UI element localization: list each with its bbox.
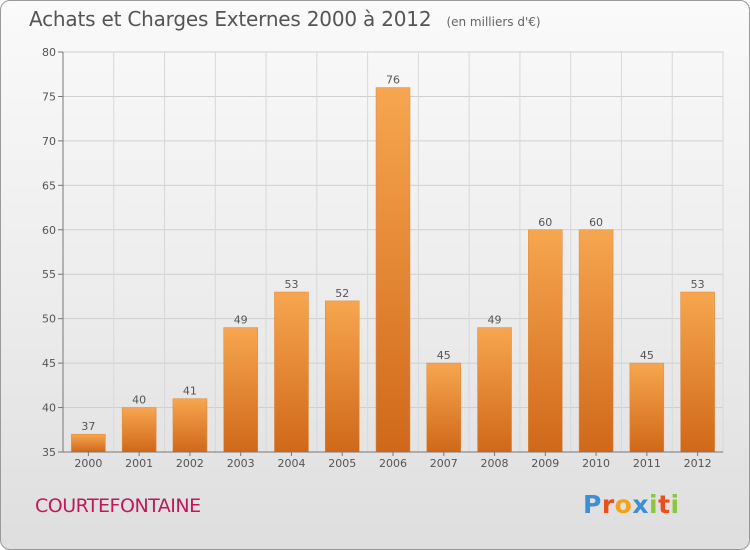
bar-2006[interactable] xyxy=(375,87,411,453)
y-tick-label: 60 xyxy=(42,224,56,237)
x-tick-label-2004: 2004 xyxy=(277,457,305,470)
bar-2001[interactable] xyxy=(121,407,157,453)
y-tick-label: 55 xyxy=(42,268,56,281)
logo-letter: P xyxy=(583,490,602,519)
value-label-2008: 49 xyxy=(488,314,502,327)
logo-letter: i xyxy=(649,490,659,519)
bar-2010[interactable] xyxy=(578,229,614,453)
x-tick-label-2011: 2011 xyxy=(633,457,661,470)
y-tick-label: 80 xyxy=(42,46,56,59)
logo-letter: t xyxy=(658,490,671,519)
title-unit: (en milliers d'€) xyxy=(446,15,541,29)
y-tick-label: 35 xyxy=(42,446,56,459)
bar-2007[interactable] xyxy=(426,362,462,453)
x-tick-label-2012: 2012 xyxy=(684,457,712,470)
x-tick-label-2000: 2000 xyxy=(74,457,102,470)
x-tick-label-2005: 2005 xyxy=(328,457,356,470)
commune-name: COURTEFONTAINE xyxy=(35,495,201,517)
bar-2000[interactable] xyxy=(71,433,106,453)
bar-2012[interactable] xyxy=(680,291,715,453)
value-label-2009: 60 xyxy=(538,216,552,229)
axes xyxy=(58,51,723,456)
value-label-2001: 40 xyxy=(132,394,146,407)
value-label-2006: 76 xyxy=(386,74,400,87)
bar-2009[interactable] xyxy=(528,229,563,453)
y-tick-label: 65 xyxy=(42,179,56,192)
value-label-2012: 53 xyxy=(691,278,705,291)
x-tick-label-2006: 2006 xyxy=(379,457,407,470)
x-tick-label-2007: 2007 xyxy=(430,457,458,470)
y-tick-label: 50 xyxy=(42,313,56,326)
value-label-2000: 37 xyxy=(81,420,95,433)
bar-2004[interactable] xyxy=(274,291,309,453)
bar-2005[interactable] xyxy=(324,300,360,453)
logo-letter: r xyxy=(601,490,615,519)
bars xyxy=(71,87,715,453)
logo-letter: o xyxy=(614,490,633,519)
y-tick-label: 70 xyxy=(42,135,56,148)
y-tick-label: 45 xyxy=(42,357,56,370)
bar-2003[interactable] xyxy=(223,327,258,453)
logo-letter: x xyxy=(632,490,649,519)
value-label-2011: 45 xyxy=(640,349,654,362)
x-tick-label-2010: 2010 xyxy=(582,457,610,470)
y-tick-label: 75 xyxy=(42,90,56,103)
x-tick-label-2002: 2002 xyxy=(176,457,204,470)
x-tick-label-2008: 2008 xyxy=(481,457,509,470)
chart-title: Achats et Charges Externes 2000 à 2012 (… xyxy=(29,7,541,31)
y-tick-label: 40 xyxy=(42,402,56,415)
value-label-2002: 41 xyxy=(183,385,197,398)
value-label-2004: 53 xyxy=(284,278,298,291)
logo-letter: i xyxy=(670,490,680,519)
x-tick-label-2009: 2009 xyxy=(531,457,559,470)
title-text: Achats et Charges Externes 2000 à 2012 xyxy=(29,7,432,31)
bar-2008[interactable] xyxy=(477,327,512,453)
value-label-2003: 49 xyxy=(234,314,248,327)
x-tick-label-2003: 2003 xyxy=(227,457,255,470)
x-tick-label-2001: 2001 xyxy=(125,457,153,470)
value-label-2010: 60 xyxy=(589,216,603,229)
bar-2002[interactable] xyxy=(172,398,208,453)
value-label-2005: 52 xyxy=(335,287,349,300)
labels: 35 40 45 50 55 60 65 70 75 80 37 2000 40 2001 41 2002 49… xyxy=(42,46,712,470)
bar-2011[interactable] xyxy=(629,362,665,453)
proxiti-logo[interactable]: Proxiti xyxy=(583,490,680,519)
value-label-2007: 45 xyxy=(437,349,451,362)
